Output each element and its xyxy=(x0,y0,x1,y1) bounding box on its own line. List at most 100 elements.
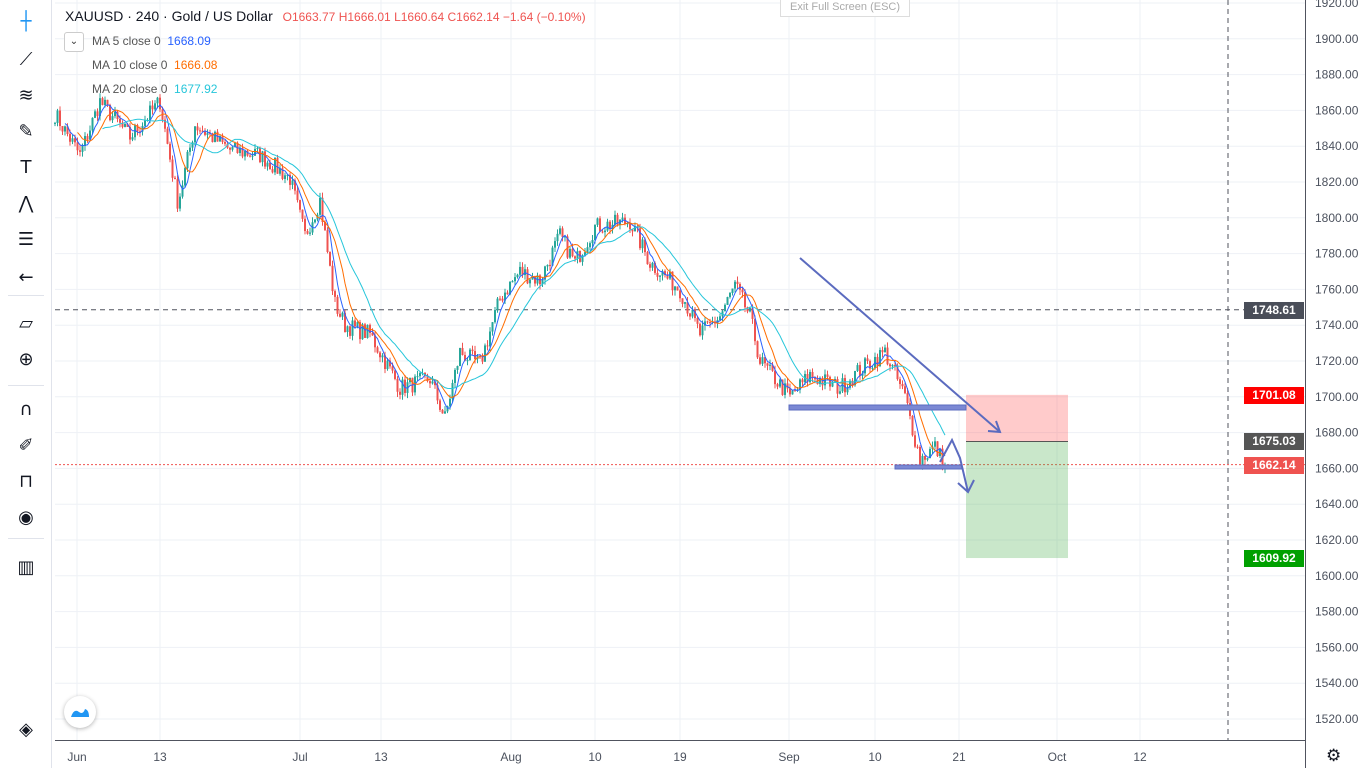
candle-body xyxy=(181,185,184,197)
take-profit-zone xyxy=(966,441,1068,559)
eye-icon[interactable]: ◉ xyxy=(18,506,34,528)
candle-body xyxy=(261,151,264,163)
candle-body xyxy=(736,281,739,285)
lock-drawing-icon[interactable]: ✐ xyxy=(18,434,34,456)
candle-body xyxy=(174,177,176,180)
zoom-in-icon[interactable]: ⊕ xyxy=(18,348,34,370)
candle-body xyxy=(649,264,651,268)
candle-body xyxy=(266,162,269,167)
candle-body xyxy=(821,377,824,386)
candle-body xyxy=(551,247,554,266)
candle-body xyxy=(501,298,504,301)
x-tick-label: Oct xyxy=(1048,750,1067,764)
candle-body xyxy=(371,332,374,336)
candle-body xyxy=(79,150,81,152)
candle-body xyxy=(284,175,286,179)
candle-body xyxy=(116,111,119,119)
open-value: O1663.77 xyxy=(282,10,336,24)
candle-body xyxy=(546,264,549,267)
change-value: −1.64 (−0.10%) xyxy=(502,10,586,24)
candle-body xyxy=(799,379,801,390)
candle-body xyxy=(351,320,354,336)
drawing-toolbar: ┼ ⟋ ≋ ✎ T ⋀ ☰ ← ▱ ⊕ ∩ ✐ ⊓ ◉ ▥ ◈ xyxy=(0,0,52,768)
candle-body xyxy=(541,279,544,285)
candle-body xyxy=(54,122,56,124)
fib-icon[interactable]: ≋ xyxy=(18,84,34,106)
object-tree-icon[interactable]: ◈ xyxy=(19,718,33,740)
candle-body xyxy=(356,322,359,327)
prediction-icon[interactable]: ☰ xyxy=(17,228,35,250)
back-arrow-icon[interactable]: ← xyxy=(18,266,34,288)
y-tick-label: 1560.00 xyxy=(1315,640,1359,654)
ma20-legend[interactable]: MA 20 close 0 1677.92 xyxy=(92,82,218,96)
candle-body xyxy=(701,325,704,336)
ma5-legend[interactable]: MA 5 close 0 1668.09 xyxy=(92,34,211,48)
y-tick-label: 1800.00 xyxy=(1315,211,1359,225)
candle-body xyxy=(131,137,134,140)
candle-body xyxy=(771,364,774,371)
candle-body xyxy=(746,307,749,312)
exit-fullscreen-button[interactable]: Exit Full Screen (ESC) xyxy=(780,0,910,17)
candle-body xyxy=(179,196,181,209)
candle-body xyxy=(111,116,114,121)
x-tick-label: 10 xyxy=(868,750,882,764)
candle-body xyxy=(904,386,906,394)
candle-body xyxy=(251,155,254,157)
arrow-head-drawing xyxy=(987,420,1002,434)
candle-body xyxy=(699,323,701,336)
candle-body xyxy=(781,379,784,395)
unlock-icon[interactable]: ⊓ xyxy=(18,470,34,492)
candle-body xyxy=(439,400,441,410)
candle-body xyxy=(776,384,779,387)
ruler-icon[interactable]: ▱ xyxy=(19,312,33,334)
candle-body xyxy=(166,128,169,144)
candle-body xyxy=(639,228,641,249)
symbol-title[interactable]: XAUUSD · 240 · Gold / US Dollar xyxy=(65,8,273,24)
candle-body xyxy=(496,298,499,311)
y-tick-label: 1760.00 xyxy=(1315,282,1359,296)
x-tick-label: 10 xyxy=(588,750,602,764)
candle-body xyxy=(794,390,796,392)
candle-body xyxy=(624,217,626,224)
candle-body xyxy=(696,317,699,324)
candle-body xyxy=(416,376,419,378)
candle-body xyxy=(156,97,159,104)
candle-body xyxy=(741,289,744,293)
collapse-indicators-button[interactable]: ⌄ xyxy=(64,32,84,52)
candle-body xyxy=(339,313,341,317)
trend-line-icon[interactable]: ⟋ xyxy=(19,48,33,70)
close-value: C1662.14 xyxy=(447,10,500,24)
brush-icon[interactable]: ✎ xyxy=(18,120,34,142)
candle-body xyxy=(301,209,304,219)
candle-body xyxy=(349,326,351,336)
candle-body xyxy=(419,373,421,377)
candle-body xyxy=(754,318,756,342)
settings-gear-icon[interactable]: ⚙ xyxy=(1326,746,1342,766)
tradingview-logo[interactable] xyxy=(64,696,96,728)
candle-body xyxy=(74,138,76,143)
candle-body xyxy=(689,313,691,317)
text-icon[interactable]: T xyxy=(20,156,32,178)
candle-body xyxy=(436,385,439,401)
candle-body xyxy=(571,248,574,257)
trash-icon[interactable]: ▥ xyxy=(17,556,35,578)
candle-body xyxy=(811,371,814,378)
y-tick-label: 1660.00 xyxy=(1315,461,1359,475)
candle-body xyxy=(706,321,709,323)
magnet-icon[interactable]: ∩ xyxy=(19,398,33,420)
candle-body xyxy=(774,370,776,385)
candle-body xyxy=(386,360,389,370)
candle-body xyxy=(109,104,111,121)
candle-body xyxy=(279,168,281,174)
pattern-icon[interactable]: ⋀ xyxy=(18,192,34,214)
candle-body xyxy=(389,360,391,367)
crosshair-icon[interactable]: ┼ xyxy=(20,10,32,32)
toolbar-divider xyxy=(8,295,44,296)
candle-body xyxy=(516,274,519,278)
candle-body xyxy=(299,200,301,210)
candle-body xyxy=(844,378,846,393)
ma10-legend[interactable]: MA 10 close 0 1666.08 xyxy=(92,58,218,72)
candle-body xyxy=(229,147,231,150)
candle-body xyxy=(201,130,204,132)
